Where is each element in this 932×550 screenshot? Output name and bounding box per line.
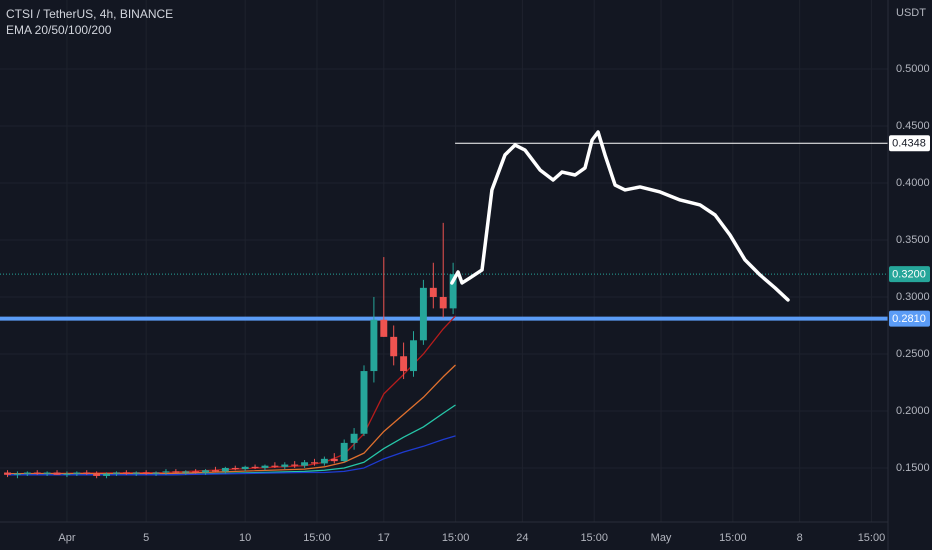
x-tick-label: 15:00 [580, 532, 608, 544]
x-tick-label: 17 [378, 532, 390, 544]
candle-body [360, 371, 368, 434]
candle-body [4, 472, 11, 475]
ema-line [6, 364, 456, 475]
price-label-box [889, 310, 930, 327]
candle-body [83, 472, 91, 474]
candle-body [182, 471, 190, 473]
y-tick-label: 0.4000 [896, 177, 930, 189]
price-label: 0.3200 [892, 269, 926, 281]
y-tick-label: 0.2000 [896, 405, 930, 417]
candle-body [370, 319, 378, 372]
candle-body [320, 458, 328, 464]
y-tick-label: 0.1500 [896, 462, 930, 474]
candle-body [211, 470, 219, 472]
y-tick-label: 0.5000 [896, 63, 930, 75]
candle-body [33, 472, 41, 474]
candle-body [192, 471, 200, 473]
candle-body [231, 467, 239, 470]
grid [0, 0, 888, 522]
candle-body [390, 336, 398, 357]
candle-body [93, 473, 101, 476]
candle-body [132, 472, 140, 474]
y-tick-label: 0.3500 [896, 234, 930, 246]
candle-body [439, 296, 447, 309]
candle-body [400, 356, 408, 372]
projection-drawing [450, 130, 790, 302]
x-tick-label: 10 [239, 532, 251, 544]
x-tick-label: 8 [797, 532, 803, 544]
y-tick-label: 0.4500 [896, 120, 930, 132]
candle-body [340, 442, 348, 462]
candle-body [122, 472, 130, 474]
candle-body [13, 473, 21, 475]
candle-body [202, 470, 210, 473]
candle-body [410, 340, 417, 372]
candle-body [330, 458, 338, 462]
candle-body [291, 464, 299, 466]
x-tick-label: 15:00 [719, 532, 747, 544]
candle-body [271, 465, 279, 467]
candle-body [419, 287, 427, 341]
x-tick-label: 15:00 [303, 532, 331, 544]
candle-body [221, 467, 229, 472]
ema-line [6, 404, 456, 476]
candle-body [311, 462, 318, 464]
x-tick-label: May [651, 532, 672, 544]
candle-body [172, 471, 180, 473]
indicator-label: EMA 20/50/100/200 [6, 23, 112, 37]
candle-body [63, 473, 71, 475]
candle-body [261, 465, 269, 468]
price-label-box [889, 266, 930, 283]
x-tick-label: 15:00 [442, 532, 470, 544]
candle-body [281, 464, 289, 467]
x-tick-label: 24 [516, 532, 528, 544]
candle-body [73, 472, 81, 474]
candle-body [380, 319, 388, 337]
candle-body [350, 433, 358, 443]
candle-body [162, 471, 170, 473]
chart-title: CTSI / TetherUS, 4h, BINANCE [6, 7, 173, 21]
candle-body [103, 473, 111, 476]
candle-body [241, 466, 249, 470]
candle-body [449, 274, 457, 309]
plot [0, 130, 888, 479]
candle-body [152, 472, 160, 474]
price-label: 0.4348 [892, 138, 926, 150]
candle-body [251, 466, 259, 468]
ema-line [6, 435, 456, 476]
candle-body [23, 472, 31, 474]
candle-body [429, 287, 437, 297]
y-tick-label: 0.2500 [896, 348, 930, 360]
price-label: 0.2810 [892, 313, 926, 325]
x-tick-label: Apr [58, 532, 75, 544]
candle-body [142, 472, 150, 474]
x-tick-label: 15:00 [858, 532, 886, 544]
candle-body [112, 472, 120, 474]
candle-body [301, 462, 309, 466]
x-tick-label: 5 [143, 532, 149, 544]
y-axis-label: USDT [896, 7, 926, 19]
candle-body [53, 472, 61, 475]
candle-body [43, 472, 51, 474]
price-label-box [889, 135, 930, 152]
y-tick-label: 0.3000 [896, 291, 930, 303]
